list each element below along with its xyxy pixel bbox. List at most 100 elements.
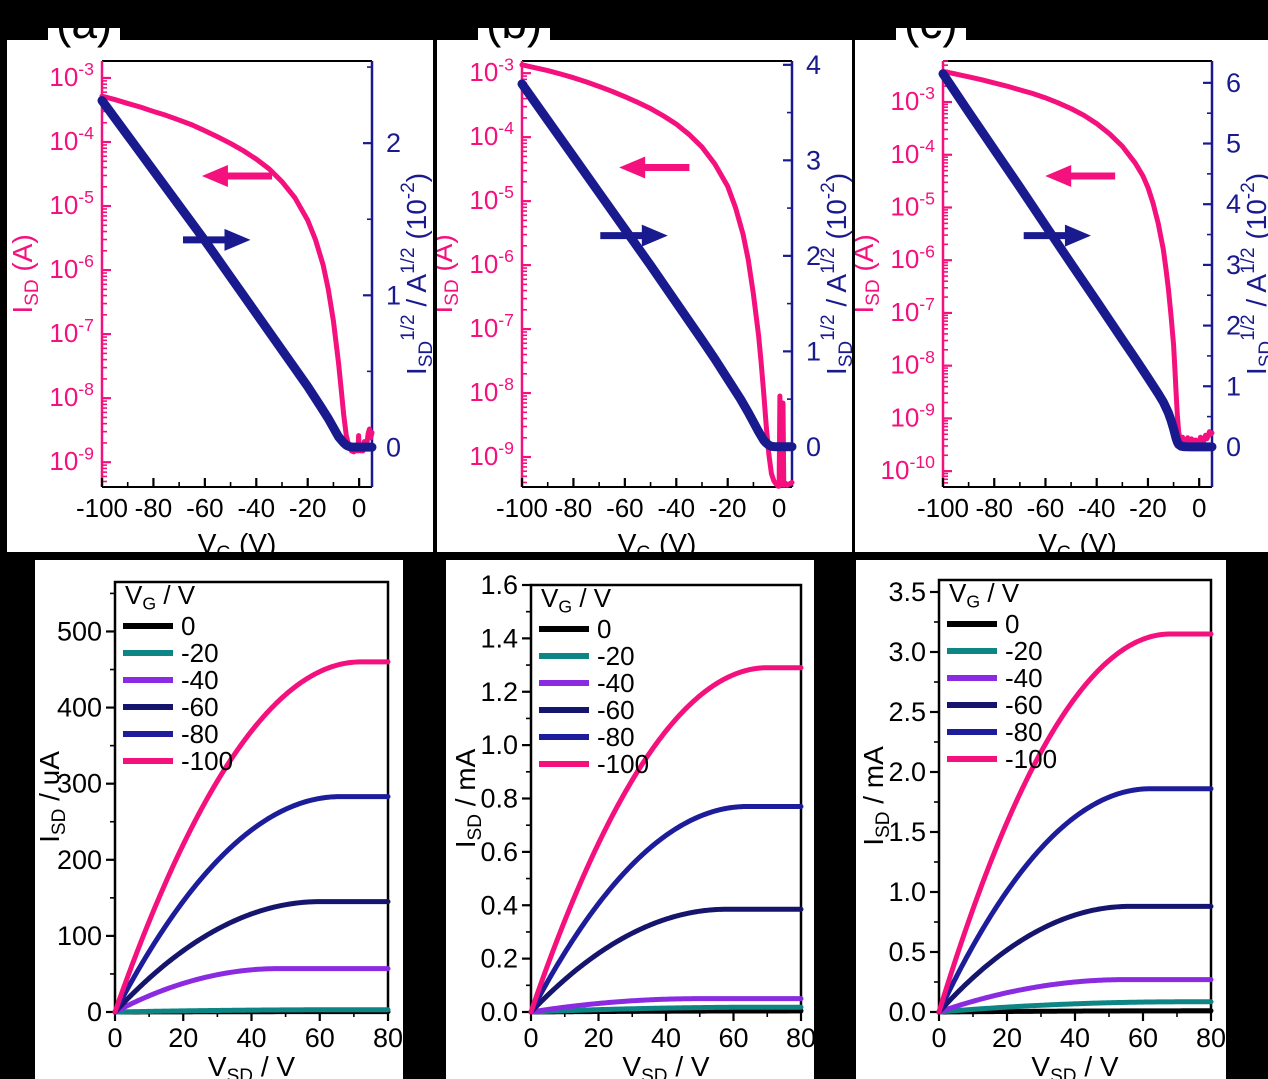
y-axis-title: ISD / mA bbox=[450, 748, 486, 848]
x-tick-label: 80 bbox=[373, 1023, 403, 1053]
right-axis-title: ISD1/2 / A1/2 (10-2) bbox=[1238, 173, 1268, 375]
legend: VG / V0-20-40-60-80-100 bbox=[539, 583, 649, 779]
x-tick-label: 0 bbox=[352, 493, 366, 523]
y-tick-label: 0.6 bbox=[480, 837, 518, 867]
right-tick-label: 5 bbox=[1226, 129, 1241, 159]
panel-label-a-text: (a) bbox=[56, 28, 112, 46]
series-vg--20 bbox=[528, 1004, 804, 1015]
y-tick-label: 0.2 bbox=[480, 944, 518, 974]
legend-title: VG / V bbox=[949, 578, 1020, 612]
x-axis-title: VG (V) bbox=[1038, 528, 1117, 552]
panel-transfer-a: 10-3 10-4 10-5 10-6 10-7 10-8 10-9 ISD (A) 0 1 2 IS… bbox=[7, 40, 433, 552]
x-tick-label: -40 bbox=[657, 493, 695, 523]
left-tick-label: 10-3 bbox=[890, 83, 935, 116]
right-axis-arrow bbox=[183, 228, 251, 251]
x-tick-label: -40 bbox=[237, 493, 275, 523]
y-tick-label: 0.5 bbox=[888, 937, 926, 967]
left-tick-label: 10-4 bbox=[890, 136, 935, 169]
x-tick-label: 40 bbox=[651, 1023, 681, 1053]
legend-label: -60 bbox=[181, 692, 219, 722]
left-tick-label: 10-7 bbox=[49, 315, 94, 348]
y-tick-label: 1.5 bbox=[888, 817, 926, 847]
transfer-a-svg: 10-3 10-4 10-5 10-6 10-7 10-8 10-9 ISD (A) 0 1 2 IS… bbox=[7, 59, 433, 552]
legend-title: VG / V bbox=[541, 583, 612, 617]
right-tick-label: 6 bbox=[1226, 68, 1241, 98]
y-tick-label: 400 bbox=[57, 693, 102, 723]
arrow-head bbox=[1064, 224, 1091, 247]
x-tick-label: 0 bbox=[772, 493, 786, 523]
right-tick-label: 1 bbox=[806, 336, 821, 366]
left-axis-title: ISD (A) bbox=[437, 234, 463, 313]
x-axis-title: VG (V) bbox=[198, 528, 277, 552]
legend-label: -20 bbox=[181, 638, 219, 668]
right-axis: 0 1 2 bbox=[363, 66, 401, 462]
left-tick-label: 10-10 bbox=[881, 452, 936, 485]
right-tick-label: 2 bbox=[806, 241, 821, 271]
y-axis-title: ISD / mA bbox=[858, 746, 894, 846]
y-tick-label: 0.8 bbox=[480, 784, 518, 814]
arrow-head bbox=[641, 224, 668, 247]
x-axis-title: VG (V) bbox=[618, 528, 697, 552]
series-vg--60 bbox=[936, 903, 1214, 1015]
y-tick-label: 3.5 bbox=[888, 577, 926, 607]
right-tick-label: 0 bbox=[1226, 432, 1241, 462]
legend-label: 0 bbox=[1005, 609, 1019, 639]
output-d-svg: 0 100 200 300 400 500 ISD / uA 0 20 40 60 80 VSD / V… bbox=[35, 580, 403, 1079]
right-tick-label: 2 bbox=[386, 128, 401, 158]
x-tick-label: 60 bbox=[305, 1023, 335, 1053]
left-tick-label: 10-7 bbox=[890, 294, 935, 327]
panel-output-d: 0 100 200 300 400 500 ISD / uA 0 20 40 60 80 VSD / V… bbox=[35, 560, 403, 1079]
x-axis: -100 -80 -60 -40 -20 0 bbox=[496, 478, 786, 523]
x-tick-label: 40 bbox=[236, 1023, 266, 1053]
right-tick-label: 1 bbox=[1226, 371, 1241, 401]
x-tick-label: -100 bbox=[496, 493, 548, 523]
transfer-b-svg: 10-3 10-4 10-5 10-6 10-7 10-8 10-9 ISD (A) 0 1 2 3 4… bbox=[437, 50, 852, 552]
panel-output-f: 0.0 0.5 1.0 1.5 2.0 2.5 3.0 3.5 ISD / mA 0 20 40 60 8… bbox=[856, 560, 1226, 1079]
x-tick-label: -80 bbox=[975, 493, 1013, 523]
right-axis-arrow bbox=[600, 224, 668, 247]
series-sqrt_I_SD bbox=[938, 69, 1217, 452]
legend: VG / V0-20-40-60-80-100 bbox=[947, 578, 1057, 774]
legend-label: -100 bbox=[597, 749, 649, 779]
x-tick-label: 20 bbox=[168, 1023, 198, 1053]
left-tick-label: 10-5 bbox=[890, 189, 935, 222]
legend-label: 0 bbox=[181, 611, 195, 641]
x-tick-label: -60 bbox=[606, 493, 644, 523]
y-tick-label: 1.0 bbox=[888, 877, 926, 907]
legend-label: 0 bbox=[597, 614, 611, 644]
left-tick-label: 10-9 bbox=[890, 399, 935, 432]
legend-label: -80 bbox=[1005, 717, 1043, 747]
output-f-svg: 0.0 0.5 1.0 1.5 2.0 2.5 3.0 3.5 ISD / mA 0 20 40 60 8… bbox=[858, 577, 1226, 1079]
panel-transfer-b: 10-3 10-4 10-5 10-6 10-7 10-8 10-9 ISD (A) 0 1 2 3 4… bbox=[437, 40, 852, 552]
x-axis: -100 -80 -60 -40 -20 0 bbox=[76, 478, 366, 523]
legend-label: -20 bbox=[597, 641, 635, 671]
plot-frame bbox=[520, 60, 794, 488]
legend-label: -60 bbox=[1005, 690, 1043, 720]
arrow-head bbox=[1045, 165, 1072, 188]
x-tick-label: -20 bbox=[709, 493, 747, 523]
x-tick-label: -60 bbox=[186, 493, 224, 523]
left-tick-label: 10-4 bbox=[49, 123, 94, 156]
right-tick-label: 3 bbox=[806, 145, 821, 175]
right-axis: 0 1 2 3 4 5 6 bbox=[1203, 68, 1241, 462]
arrow-head bbox=[201, 165, 228, 188]
series-sqrt_I_SD bbox=[517, 79, 797, 452]
x-tick-label: -80 bbox=[555, 493, 593, 523]
legend-label: -80 bbox=[597, 722, 635, 752]
y-tick-label: 1.0 bbox=[480, 730, 518, 760]
series-vg--20 bbox=[936, 999, 1214, 1015]
y-tick-label: 0.0 bbox=[888, 997, 926, 1027]
series-I_SD bbox=[940, 68, 1215, 449]
legend-label: -20 bbox=[1005, 636, 1043, 666]
x-tick-label: 40 bbox=[1060, 1023, 1090, 1053]
y-tick-label: 0.0 bbox=[480, 997, 518, 1027]
right-tick-label: 3 bbox=[1226, 250, 1241, 280]
legend-label: -40 bbox=[1005, 663, 1043, 693]
legend-label: -60 bbox=[597, 695, 635, 725]
left-tick-label: 10-8 bbox=[49, 379, 94, 412]
x-axis-title: VSD / V bbox=[622, 1051, 709, 1079]
left-tick-label: 10-6 bbox=[469, 246, 514, 279]
left-tick-label: 10-8 bbox=[469, 374, 514, 407]
x-tick-label: -100 bbox=[917, 493, 969, 523]
left-tick-label: 10-6 bbox=[890, 241, 935, 274]
